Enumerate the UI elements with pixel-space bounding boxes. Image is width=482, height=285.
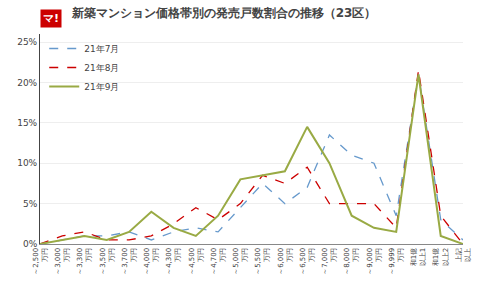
svg-text:～4,000万円: ～4,000万円 (143, 248, 160, 275)
svg-text:～9,000万円: ～9,000万円 (366, 248, 383, 275)
svg-text:～4,700万円: ～4,700万円 (210, 248, 227, 275)
svg-text:～7,000万円: ～7,000万円 (321, 248, 338, 275)
svg-text:～4,500万円: ～4,500万円 (188, 248, 205, 275)
svg-text:20%: 20% (17, 78, 37, 88)
svg-text:～5,000万円: ～5,000万円 (232, 248, 249, 275)
svg-text:21年9月: 21年9月 (84, 82, 119, 92)
svg-text:～5,500万円: ～5,500万円 (254, 248, 271, 275)
svg-text:～3,300万円: ～3,300万円 (76, 248, 93, 275)
svg-text:～8,000万円: ～8,000万円 (343, 248, 360, 275)
svg-text:～6,500万円: ～6,500万円 (299, 248, 316, 275)
svg-text:～2,500万円: ～2,500万円 (32, 248, 49, 275)
svg-text:21年8月: 21年8月 (84, 63, 119, 73)
svg-text:～3,000万円: ～3,000万円 (54, 248, 71, 275)
svg-text:5%: 5% (23, 199, 38, 209)
svg-text:21年7月: 21年7月 (84, 44, 119, 54)
svg-text:～9,999万円: ～9,999万円 (388, 248, 405, 275)
svg-text:和1億以上1: 和1億以上1 (410, 248, 427, 266)
svg-text:～3,700万円: ～3,700万円 (121, 248, 138, 275)
svg-text:新築マンション価格帯別の発売戸数割合の推移（23区）: 新築マンション価格帯別の発売戸数割合の推移（23区） (71, 6, 377, 20)
svg-text:上記以上: 上記以上 (455, 248, 472, 262)
svg-text:15%: 15% (17, 118, 37, 128)
svg-text:～3,500万円: ～3,500万円 (99, 248, 116, 275)
svg-text:0%: 0% (23, 239, 38, 249)
svg-text:和1億以上2: 和1億以上2 (432, 248, 449, 266)
svg-text:10%: 10% (17, 158, 37, 168)
svg-text:マ!: マ! (43, 12, 59, 25)
svg-text:～4,300万円: ～4,300万円 (165, 248, 182, 275)
svg-text:～6,000万円: ～6,000万円 (277, 248, 294, 275)
svg-text:25%: 25% (17, 37, 37, 47)
